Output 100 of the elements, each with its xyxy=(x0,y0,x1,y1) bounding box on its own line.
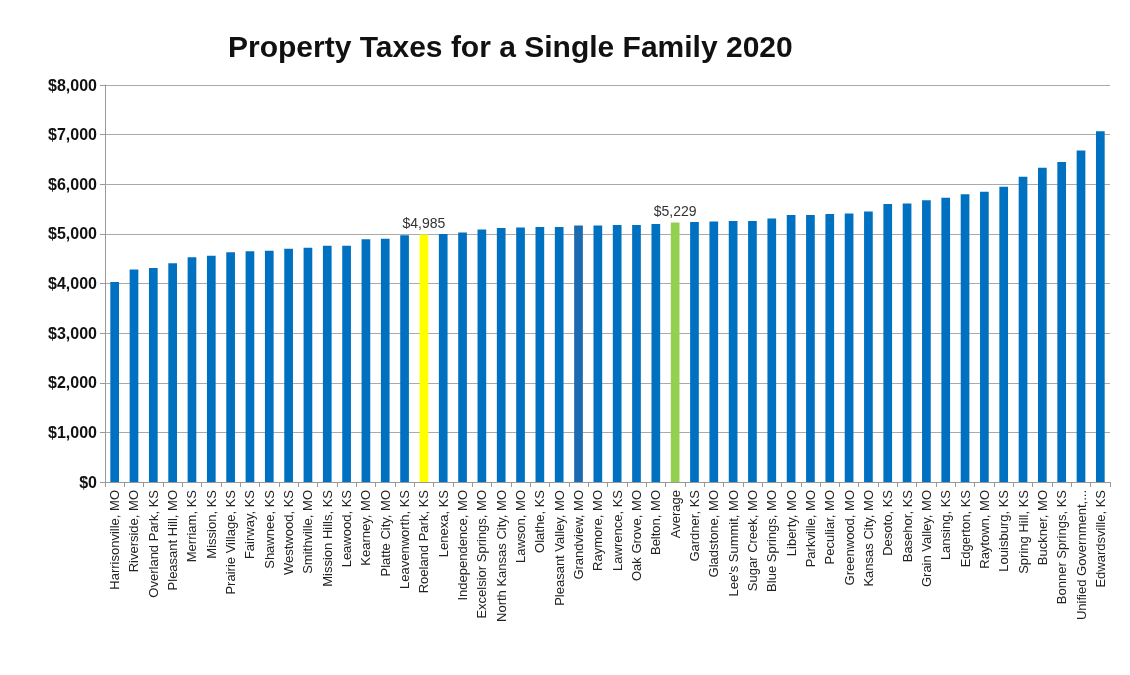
data-label: $4,985 xyxy=(402,214,446,231)
bar xyxy=(516,227,525,482)
bar xyxy=(593,225,603,482)
chart-title: Property Taxes for a Single Family 2020 xyxy=(228,29,793,63)
y-tick-label: $5,000 xyxy=(48,225,98,243)
bar xyxy=(574,225,583,482)
y-tick-label: $2,000 xyxy=(48,374,98,392)
x-tick-label: Raytown, MO xyxy=(976,490,992,569)
bar xyxy=(264,250,274,482)
y-tick-label: $3,000 xyxy=(48,324,98,342)
bar xyxy=(980,191,989,482)
x-tick-label: Edwardsville, KS xyxy=(1092,489,1108,588)
bar xyxy=(110,282,120,482)
x-tick-label: Platte City, MO xyxy=(377,490,393,577)
bar xyxy=(245,251,255,482)
x-tick-label: Greenwood, MO xyxy=(841,490,857,586)
x-tick-label: Independence, MO xyxy=(455,490,471,601)
x-tick-label: Excelsior Springs, MO xyxy=(474,490,490,619)
bar xyxy=(129,269,139,482)
bar xyxy=(902,203,912,482)
bar xyxy=(670,222,680,482)
x-tick-label: Lee's Summit, MO xyxy=(725,490,741,597)
x-tick-label: Riverside, MO xyxy=(126,490,142,573)
bar xyxy=(1057,161,1067,482)
x-tick-label: Kearney, MO xyxy=(358,490,374,566)
x-tick-label: Belton, MO xyxy=(648,490,664,556)
bar xyxy=(941,197,951,482)
bar xyxy=(748,220,757,482)
x-tick-label: Gardner, KS xyxy=(686,489,702,562)
x-tick-label: Shawnee, KS xyxy=(261,489,277,569)
bar xyxy=(1038,167,1047,482)
bar xyxy=(1095,131,1105,482)
bar xyxy=(864,211,873,482)
x-tick-label: Lansing, KS xyxy=(938,489,954,561)
x-tick-label: Oak Grove, MO xyxy=(628,490,644,582)
bar xyxy=(786,215,796,482)
x-tick-label: Edgerton, KS xyxy=(957,489,973,568)
bar xyxy=(1076,150,1086,482)
bar xyxy=(825,214,835,482)
x-tick-label: North Kansas City, MO xyxy=(493,490,509,622)
bar xyxy=(535,226,545,482)
x-tick-label: Average xyxy=(667,490,683,539)
x-tick-label: Pleasant Hill, MO xyxy=(165,490,181,591)
x-tick-label: Bonner Springs, KS xyxy=(1054,489,1070,605)
bar xyxy=(496,227,506,482)
bar xyxy=(806,215,815,482)
x-tick-label: Gladstone, MO xyxy=(706,490,722,578)
y-tick-label: $0 xyxy=(79,473,98,491)
x-tick-label: Spring Hill, KS xyxy=(1015,489,1031,574)
x-tick-label: Olathe, KS xyxy=(532,489,548,553)
x-tick-label: Westwood, KS xyxy=(281,489,297,576)
bar xyxy=(206,255,216,482)
bar xyxy=(419,234,429,482)
x-tick-label: Basehor, KS xyxy=(899,489,915,563)
x-tick-label: Leawood, KS xyxy=(339,489,355,568)
bar xyxy=(554,226,564,482)
bar xyxy=(709,221,719,482)
x-tick-label: Desoto, KS xyxy=(880,489,896,556)
bar xyxy=(960,194,970,482)
bar xyxy=(303,247,313,482)
bar xyxy=(883,204,893,482)
bar xyxy=(844,213,854,482)
x-tick-label: Lawrence, KS xyxy=(609,489,625,571)
x-tick-label: Mission Hills, KS xyxy=(319,489,335,587)
bar xyxy=(380,238,390,482)
x-tick-label: Mission, KS xyxy=(203,489,219,559)
x-tick-label: Peculiar, MO xyxy=(822,490,838,565)
bar xyxy=(342,245,351,482)
x-tick-label: Roeland Park, KS xyxy=(416,489,432,594)
y-tick-label: $6,000 xyxy=(48,175,98,193)
bar xyxy=(690,221,699,482)
bar xyxy=(728,220,738,482)
bar xyxy=(284,248,293,482)
x-tick-label: Pleasant Valley, MO xyxy=(551,490,567,606)
x-tick-label: Sugar Creek, MO xyxy=(744,490,760,592)
bar xyxy=(632,224,641,482)
x-tick-label: Smithville, MO xyxy=(300,490,316,574)
x-tick-label: Buckner, MO xyxy=(1034,490,1050,566)
x-tick-label: Raymore, MO xyxy=(590,490,606,571)
y-tick-label: $8,000 xyxy=(48,76,98,94)
x-tick-label: Blue Springs, MO xyxy=(764,490,780,592)
x-tick-label: Louisburg, KS xyxy=(996,489,1012,572)
bar xyxy=(187,257,197,482)
bar xyxy=(322,245,332,482)
bar xyxy=(477,229,487,482)
bar xyxy=(999,186,1009,482)
x-tick-label: Harrisonville, MO xyxy=(107,490,123,590)
bar xyxy=(458,232,467,482)
x-tick-label: Parkville, MO xyxy=(802,490,818,568)
bar xyxy=(400,235,409,482)
bar xyxy=(168,263,177,482)
bar xyxy=(767,218,777,482)
x-tick-label: Liberty, MO xyxy=(783,490,799,557)
x-tick-label: Kansas City, MO xyxy=(860,490,876,587)
bar xyxy=(651,223,661,482)
y-tick-label: $1,000 xyxy=(48,423,98,441)
x-tick-label: Merriam, KS xyxy=(184,489,200,563)
bar xyxy=(148,268,158,482)
x-tick-label: Prairie Village, KS xyxy=(223,489,239,595)
x-tick-label: Lawson, MO xyxy=(513,490,529,563)
